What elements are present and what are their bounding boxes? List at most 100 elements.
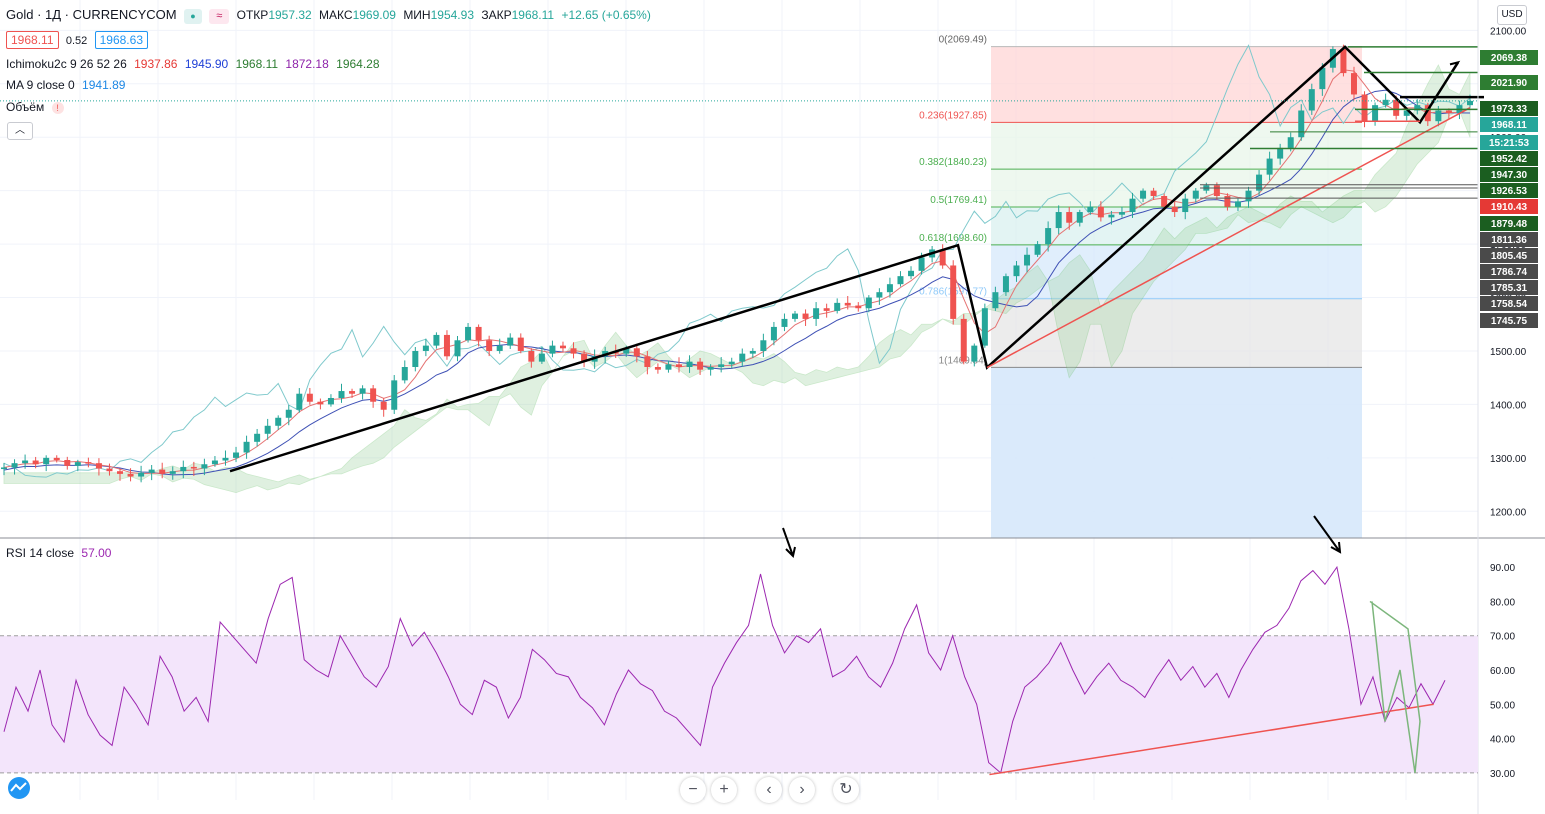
- tradingview-logo-icon[interactable]: [5, 776, 33, 800]
- price-tag-label: 2069.38: [1491, 53, 1528, 64]
- candle-body: [1277, 147, 1284, 159]
- high-value: 1969.09: [352, 8, 396, 22]
- candle-body: [1034, 244, 1041, 255]
- price-tag: [1480, 232, 1538, 247]
- zoom-in-button[interactable]: +: [711, 777, 737, 803]
- fib-zone: [991, 207, 1362, 245]
- price-tag: [1480, 248, 1538, 263]
- candle-body: [1234, 201, 1241, 207]
- arrow-down-icon: [1313, 515, 1342, 554]
- candle-body: [327, 397, 334, 405]
- rsi-line: [3, 565, 1446, 774]
- price-tag: [1480, 135, 1538, 150]
- close-value: 1968.11: [511, 8, 555, 22]
- rsi-tick-label: 40.00: [1490, 735, 1515, 746]
- candle-body: [1414, 105, 1421, 111]
- scroll-left-button[interactable]: ‹: [756, 777, 782, 803]
- rsi-tick-label: 90.00: [1490, 563, 1515, 574]
- candle-body: [370, 388, 377, 402]
- ichimoku-lagging: 1968.11: [235, 57, 279, 71]
- candle-body: [11, 463, 18, 468]
- price-tag-label: 1910.43: [1491, 202, 1528, 213]
- ask-button[interactable]: 1968.63: [94, 31, 148, 49]
- candle-body: [1171, 206, 1178, 213]
- price-tag: [1480, 101, 1538, 116]
- candle-body: [243, 441, 250, 453]
- candle-body: [201, 464, 208, 469]
- candle-body: [876, 292, 883, 298]
- candle-body: [1372, 105, 1379, 122]
- market-wave-icon: ≈: [209, 9, 230, 24]
- candle-body: [507, 337, 514, 346]
- candle-body: [1, 467, 7, 470]
- ichimoku-conversion: 1937.86: [134, 57, 178, 71]
- ichimoku-span-b: 1872.18: [285, 57, 329, 71]
- candle-body: [317, 401, 324, 405]
- candle-body: [74, 462, 81, 466]
- candle-body: [570, 348, 577, 354]
- candle-body: [1298, 110, 1305, 138]
- candle-body: [1087, 206, 1094, 213]
- candle-body: [728, 361, 735, 365]
- candle-body: [1140, 190, 1147, 199]
- candle-body: [106, 468, 113, 472]
- candle-body: [32, 460, 39, 465]
- candle-body: [1382, 99, 1389, 106]
- candle-body: [1118, 212, 1125, 215]
- currency-button[interactable]: USD: [1497, 5, 1527, 25]
- ichimoku-cloud: [3, 64, 1471, 493]
- candle-body: [275, 417, 282, 426]
- candle-body: [1129, 198, 1136, 213]
- price-tag-label: 1947.30: [1491, 170, 1528, 181]
- collapse-legend-button[interactable]: ︿: [7, 122, 33, 140]
- rsi-label: RSI 14 close: [6, 546, 75, 560]
- rsi-band: [0, 635, 1478, 773]
- change-value: +12.65 (+0.65%): [561, 8, 651, 22]
- price-tag: [1480, 183, 1538, 198]
- candle-body: [1055, 212, 1062, 229]
- ichimoku-base: 1945.90: [184, 57, 229, 71]
- candle-body: [117, 471, 124, 474]
- candle-body: [95, 463, 102, 469]
- candle-body: [960, 318, 967, 362]
- rsi-legend[interactable]: RSI 14 close 57.00: [6, 546, 115, 560]
- candle-body: [338, 391, 345, 398]
- scroll-right-button[interactable]: ›: [789, 777, 815, 803]
- candle-body: [665, 364, 672, 370]
- candle-body: [792, 313, 799, 319]
- candle-body: [349, 391, 356, 394]
- candle-body: [633, 348, 640, 357]
- rsi-tick-label: 80.00: [1490, 597, 1515, 608]
- ma-legend[interactable]: MA 9 close 0 1941.89: [6, 78, 129, 92]
- candle-body: [686, 361, 693, 367]
- candle-body: [760, 340, 767, 351]
- candle-body: [433, 334, 440, 346]
- candle-body: [233, 452, 240, 458]
- candle-body: [465, 326, 472, 341]
- price-tag: [1480, 280, 1538, 295]
- zoom-out-button[interactable]: −: [680, 777, 706, 803]
- candle-body: [834, 302, 841, 311]
- rsi-tick-label: 70.00: [1490, 632, 1515, 643]
- candle-body: [581, 353, 588, 362]
- candle-body: [823, 308, 830, 311]
- arrow-down-icon: [782, 527, 796, 558]
- price-tag-label: 1926.53: [1491, 186, 1528, 197]
- bid-button[interactable]: 1968.11: [6, 31, 59, 49]
- fib-zone: [991, 367, 1362, 538]
- ma-value: 1941.89: [82, 78, 126, 92]
- candle-body: [285, 409, 292, 418]
- price-tag: [1480, 117, 1538, 132]
- volume-legend[interactable]: Объём !: [6, 100, 68, 114]
- candle-body: [296, 393, 303, 410]
- candle-body: [190, 466, 197, 469]
- rsi-tick-label: 30.00: [1490, 769, 1515, 780]
- price-tag-label: 2021.90: [1491, 78, 1528, 89]
- price-tag: [1480, 50, 1538, 65]
- candle-body: [486, 340, 493, 351]
- reset-chart-button[interactable]: ↻: [833, 777, 859, 803]
- candle-body: [1350, 73, 1357, 95]
- volume-label: Объём: [6, 100, 45, 114]
- ichimoku-legend[interactable]: Ichimoku2c 9 26 52 26 1937.86 1945.90 19…: [6, 57, 384, 71]
